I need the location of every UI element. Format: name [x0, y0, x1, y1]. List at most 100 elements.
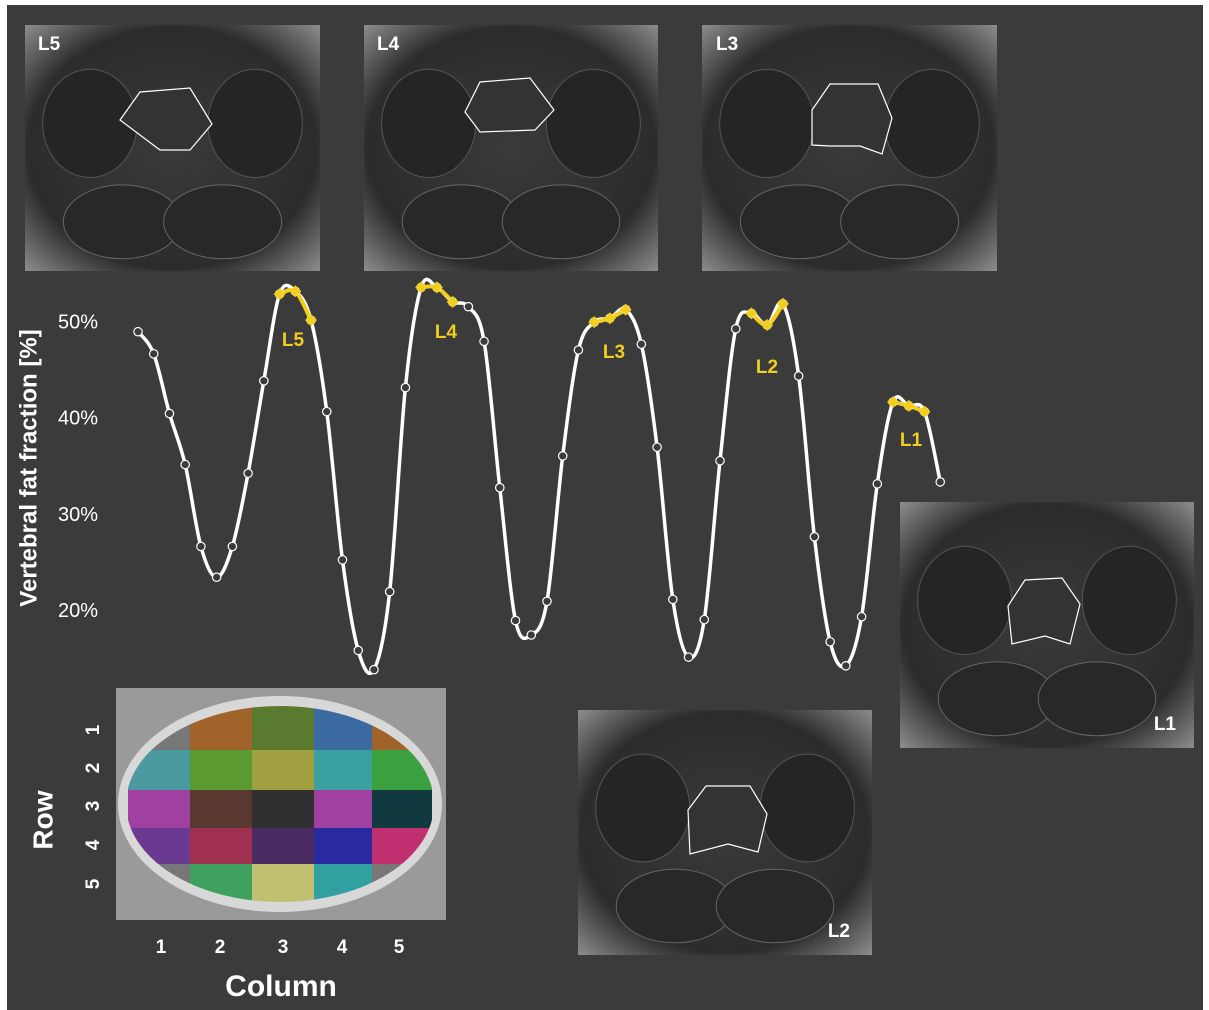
data-point — [134, 328, 142, 336]
data-point — [732, 325, 740, 333]
data-point — [401, 383, 409, 391]
vertebra-annotation: L1 — [900, 430, 923, 451]
mri-image: L3 — [702, 25, 997, 271]
image-label: L3 — [716, 34, 738, 55]
grid-image — [116, 688, 446, 920]
data-point — [842, 662, 850, 670]
column-title: Column — [225, 970, 337, 1003]
row-number: 5 — [83, 878, 104, 889]
data-point — [857, 613, 865, 621]
data-point — [480, 337, 488, 345]
muscle — [1082, 546, 1176, 654]
data-point — [338, 556, 346, 564]
grid-cell — [252, 700, 314, 750]
data-point — [212, 573, 220, 581]
data-point — [637, 340, 645, 348]
grid-cell — [190, 750, 252, 790]
row-title: Row — [27, 790, 58, 849]
grid-cell — [372, 790, 432, 828]
data-point — [464, 302, 472, 310]
data-point — [150, 350, 158, 358]
vertebra-annotation: L5 — [282, 330, 305, 351]
data-point — [716, 457, 724, 465]
muscle — [885, 69, 979, 177]
image-label: L4 — [377, 34, 400, 55]
muscle — [382, 69, 476, 177]
muscle — [841, 185, 959, 259]
grid-cell — [314, 828, 372, 864]
muscle — [502, 185, 620, 259]
y-tick-label: 40% — [58, 408, 98, 430]
data-point — [826, 638, 834, 646]
image-label: L1 — [1154, 714, 1177, 735]
grid-cell — [190, 790, 252, 828]
grid-cell — [252, 828, 314, 864]
data-point — [669, 595, 677, 603]
image-label: L5 — [38, 34, 61, 55]
data-point — [543, 597, 551, 605]
row-number: 1 — [83, 724, 104, 735]
y-tick-label: 30% — [58, 504, 98, 526]
muscle — [164, 185, 282, 259]
data-point — [873, 480, 881, 488]
data-point — [794, 372, 802, 380]
column-number: 3 — [278, 937, 289, 958]
muscle — [720, 69, 814, 177]
muscle — [546, 69, 640, 177]
grid-cell — [252, 790, 314, 828]
data-point — [527, 631, 535, 639]
grid-cell — [314, 750, 372, 790]
grid-cell — [252, 864, 314, 905]
data-point — [559, 452, 567, 460]
data-point — [810, 533, 818, 541]
data-point — [323, 407, 331, 415]
data-point — [228, 542, 236, 550]
figure: Vertebral fat fraction [%] L5 L4 L3 L1 L2 1 2 3… — [0, 0, 1209, 1010]
data-point — [181, 460, 189, 468]
data-point — [700, 615, 708, 623]
muscle — [918, 546, 1012, 654]
muscle — [43, 69, 137, 177]
mri-image: L1 — [900, 502, 1194, 748]
data-point — [370, 665, 378, 673]
column-number: 4 — [337, 937, 348, 958]
mri-image: L5 — [25, 25, 320, 271]
muscle — [1038, 662, 1156, 736]
data-point — [354, 646, 362, 654]
column-number: 5 — [394, 937, 405, 958]
vertebra-annotation: L3 — [603, 342, 625, 363]
muscle — [596, 754, 690, 862]
grid-cell — [314, 790, 372, 828]
grid-cell — [252, 750, 314, 790]
data-point — [197, 542, 205, 550]
data-point — [653, 443, 661, 451]
row-number: 2 — [83, 763, 104, 774]
data-point — [260, 377, 268, 385]
y-tick-label: 20% — [58, 600, 98, 622]
data-point — [684, 653, 692, 661]
mri-image: L4 — [364, 25, 658, 271]
row-number: 3 — [83, 801, 104, 812]
vertebra-annotation: L2 — [756, 357, 778, 378]
row-number: 4 — [83, 839, 104, 850]
muscle — [208, 69, 302, 177]
vertebra-outline — [688, 786, 767, 854]
column-number: 2 — [215, 937, 226, 958]
y-tick-label: 50% — [58, 311, 98, 333]
y-axis-title: Vertebral fat fraction [%] — [15, 329, 42, 606]
mri-image: L2 — [578, 710, 872, 955]
data-point — [936, 478, 944, 486]
data-point — [574, 346, 582, 354]
column-number: 1 — [156, 937, 167, 958]
data-point — [165, 409, 173, 417]
grid-cell — [128, 790, 190, 828]
data-point — [244, 469, 252, 477]
muscle — [760, 754, 854, 862]
data-point — [511, 616, 519, 624]
data-point — [385, 587, 393, 595]
data-point — [496, 483, 504, 491]
muscle — [716, 869, 834, 943]
grid-cell — [190, 828, 252, 864]
vertebra-outline — [812, 84, 892, 154]
vertebra-annotation: L4 — [435, 322, 458, 343]
